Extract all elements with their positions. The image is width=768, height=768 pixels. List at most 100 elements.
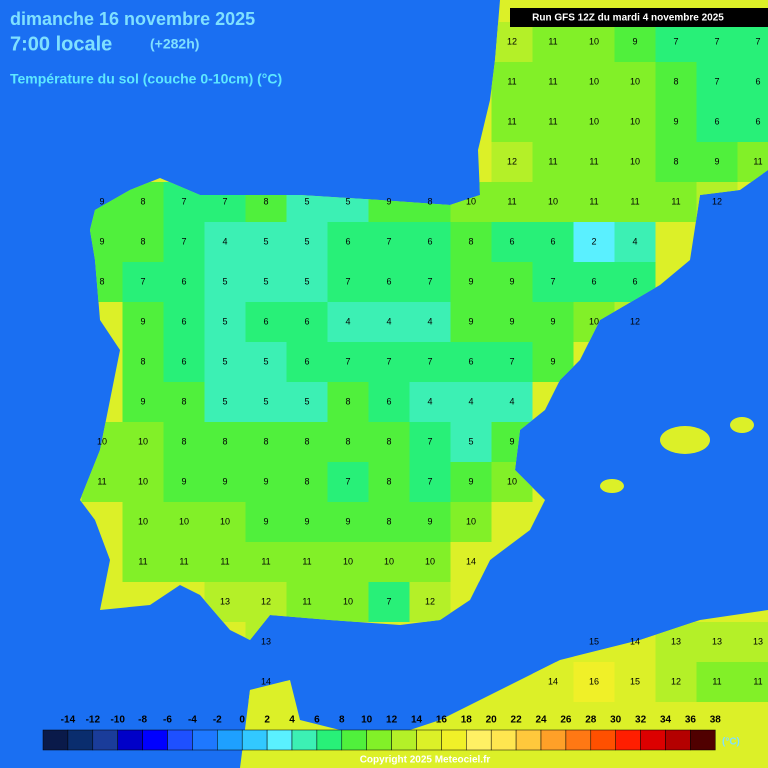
cell-value: 10	[425, 556, 435, 566]
cell-value: 6	[181, 316, 186, 326]
temperature-cell	[286, 422, 328, 462]
temperature-cell	[163, 382, 205, 422]
temperature-cell	[491, 302, 533, 342]
cell-value: 9	[181, 476, 186, 486]
legend-tick-label: 26	[560, 715, 572, 726]
cell-value: 4	[509, 396, 514, 406]
temperature-cell	[491, 382, 533, 422]
cell-value: 9	[632, 36, 637, 46]
cell-value: 8	[140, 356, 145, 366]
temperature-cell	[532, 302, 574, 342]
legend-tick-label: -6	[163, 715, 172, 726]
cell-value: 14	[466, 556, 476, 566]
cell-value: 9	[468, 476, 473, 486]
cell-value: 13	[220, 596, 230, 606]
cell-value: 8	[345, 436, 350, 446]
cell-value: 5	[263, 276, 268, 286]
temperature-cell	[409, 382, 451, 422]
temperature-cell	[163, 222, 205, 262]
cell-value: 8	[263, 436, 268, 446]
legend-swatch	[466, 729, 492, 751]
cell-value: 9	[509, 276, 514, 286]
legend-swatch	[241, 729, 268, 751]
cell-value: 11	[712, 676, 721, 686]
legend-tick-label: 6	[314, 715, 320, 726]
temperature-cell	[737, 22, 768, 62]
temperature-cell	[327, 582, 369, 622]
temperature-cell	[655, 182, 697, 222]
cell-value: 13	[671, 636, 681, 646]
temperature-cell	[450, 462, 492, 502]
cell-value: 9	[222, 476, 227, 486]
temperature-cell	[737, 102, 768, 142]
cell-value: 12	[507, 156, 517, 166]
run-info: Run GFS 12Z du mardi 4 novembre 2025	[532, 13, 724, 24]
cell-value: 10	[179, 516, 189, 526]
temperature-cell	[532, 182, 574, 222]
cell-value: 11	[220, 556, 229, 566]
cell-value: 8	[304, 476, 309, 486]
cell-value: 6	[755, 116, 760, 126]
cell-value: 11	[630, 196, 639, 206]
temperature-cell	[409, 262, 451, 302]
cell-value: 10	[589, 76, 599, 86]
legend-tick-label: 10	[361, 715, 373, 726]
legend-tick-label: 24	[535, 715, 547, 726]
cell-value: 7	[140, 276, 145, 286]
cell-value: 13	[261, 636, 271, 646]
cell-value: 9	[673, 116, 678, 126]
cell-value: 9	[509, 436, 514, 446]
temperature-cell	[368, 302, 410, 342]
cell-value: 12	[507, 36, 517, 46]
cell-value: 8	[140, 236, 145, 246]
temperature-cell	[696, 62, 738, 102]
cell-value: 11	[548, 156, 557, 166]
legend-swatch	[42, 729, 69, 751]
cell-value: 6	[509, 236, 514, 246]
cell-value: 7	[673, 36, 678, 46]
cell-value: 11	[753, 676, 762, 686]
temperature-cell	[409, 302, 451, 342]
temperature-cell	[286, 542, 328, 582]
cell-value: 10	[589, 36, 599, 46]
temperature-cell	[573, 142, 615, 182]
cell-value: 4	[632, 236, 637, 246]
cell-value: 5	[222, 356, 227, 366]
temperature-cell	[204, 462, 246, 502]
cell-value: 9	[263, 516, 268, 526]
cell-value: 10	[630, 76, 640, 86]
cell-value: 6	[550, 236, 555, 246]
temperature-cell	[163, 302, 205, 342]
cell-value: 8	[181, 436, 186, 446]
cell-value: 10	[548, 196, 558, 206]
temperature-cell	[122, 342, 164, 382]
cell-value: 6	[591, 276, 596, 286]
cell-value: 5	[222, 396, 227, 406]
cell-value: 7	[222, 196, 227, 206]
cell-value: 6	[714, 116, 719, 126]
legend-swatch	[92, 729, 118, 751]
cell-value: 8	[345, 396, 350, 406]
legend-swatch	[416, 729, 442, 751]
cell-value: 10	[507, 476, 517, 486]
temperature-cell	[532, 222, 574, 262]
temperature-cell	[450, 262, 492, 302]
cell-value: 7	[345, 476, 350, 486]
cell-value: 8	[263, 196, 268, 206]
temperature-cell	[245, 222, 287, 262]
value-layer: 12 11 10 9 7 7 7 11 11 10 10 8 7 6 11 11 10 10 9 6 6 12 11 11 10…	[97, 36, 763, 686]
temperature-cell	[204, 422, 246, 462]
date: dimanche 16 novembre 2025	[10, 9, 255, 29]
cell-value: 7	[181, 196, 186, 206]
temperature-cell	[409, 502, 451, 542]
cell-value: 7	[427, 476, 432, 486]
temperature-cell	[737, 62, 768, 102]
temperature-cell	[368, 422, 410, 462]
cell-value: 4	[222, 236, 227, 246]
temperature-cell	[573, 222, 615, 262]
cell-value: 5	[304, 396, 309, 406]
cell-value: 9	[714, 156, 719, 166]
cell-value: 9	[427, 516, 432, 526]
temperature-cell	[245, 382, 287, 422]
